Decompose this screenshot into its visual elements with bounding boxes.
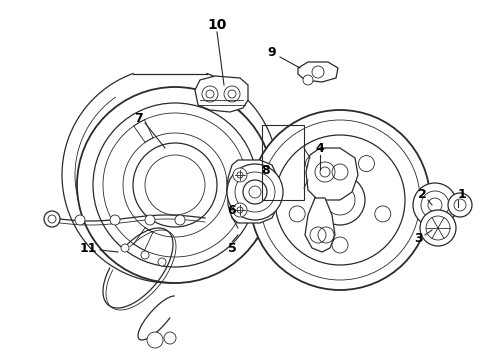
Circle shape bbox=[227, 164, 283, 220]
Circle shape bbox=[332, 237, 348, 253]
Circle shape bbox=[158, 258, 166, 266]
Circle shape bbox=[303, 75, 313, 85]
Circle shape bbox=[250, 110, 430, 290]
Circle shape bbox=[202, 86, 218, 102]
Polygon shape bbox=[228, 160, 278, 223]
Polygon shape bbox=[134, 113, 247, 191]
Text: 6: 6 bbox=[228, 203, 236, 216]
Circle shape bbox=[75, 215, 85, 225]
Circle shape bbox=[315, 175, 365, 225]
Circle shape bbox=[141, 251, 149, 259]
Circle shape bbox=[243, 180, 267, 204]
Circle shape bbox=[233, 203, 247, 217]
Circle shape bbox=[133, 143, 217, 227]
Polygon shape bbox=[103, 120, 153, 250]
Circle shape bbox=[375, 206, 391, 222]
Text: 9: 9 bbox=[268, 45, 276, 58]
Circle shape bbox=[121, 244, 129, 252]
Circle shape bbox=[275, 135, 405, 265]
Circle shape bbox=[145, 215, 155, 225]
Circle shape bbox=[110, 215, 120, 225]
Text: 4: 4 bbox=[316, 141, 324, 154]
Circle shape bbox=[420, 210, 456, 246]
Polygon shape bbox=[134, 179, 247, 257]
Polygon shape bbox=[305, 198, 335, 252]
Polygon shape bbox=[306, 148, 358, 200]
Circle shape bbox=[44, 211, 60, 227]
Text: 3: 3 bbox=[414, 231, 422, 244]
Text: 11: 11 bbox=[79, 242, 97, 255]
Text: 2: 2 bbox=[417, 189, 426, 202]
Polygon shape bbox=[298, 62, 338, 82]
Polygon shape bbox=[195, 76, 248, 112]
Circle shape bbox=[289, 206, 305, 222]
Circle shape bbox=[77, 87, 273, 283]
Circle shape bbox=[448, 193, 472, 217]
Text: 10: 10 bbox=[207, 18, 227, 32]
Text: 5: 5 bbox=[228, 242, 236, 255]
Circle shape bbox=[359, 156, 374, 172]
Bar bbox=[262, 125, 304, 200]
Circle shape bbox=[175, 215, 185, 225]
Text: 1: 1 bbox=[458, 189, 466, 202]
Circle shape bbox=[164, 332, 176, 344]
Circle shape bbox=[224, 86, 240, 102]
Text: 8: 8 bbox=[262, 163, 270, 176]
Circle shape bbox=[413, 183, 457, 227]
Circle shape bbox=[147, 332, 163, 348]
Circle shape bbox=[306, 156, 321, 172]
Circle shape bbox=[428, 198, 442, 212]
Circle shape bbox=[233, 168, 247, 182]
Text: 7: 7 bbox=[134, 112, 143, 125]
